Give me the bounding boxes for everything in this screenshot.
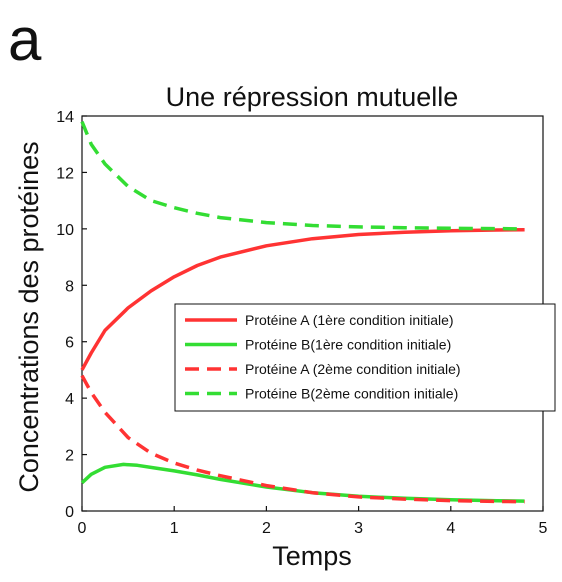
x-tick-label: 3 bbox=[354, 520, 363, 537]
y-tick-label: 0 bbox=[65, 504, 74, 521]
x-axis-label: Temps bbox=[272, 541, 352, 571]
series-line-2 bbox=[80, 462, 525, 503]
series-line-1 bbox=[80, 227, 525, 371]
legend-label-4: Protéine B(2ème condition initiale) bbox=[245, 386, 458, 402]
x-tick-label: 4 bbox=[446, 520, 455, 537]
y-axis-label: Concentrations des protéines bbox=[14, 141, 44, 492]
y-tick-label: 2 bbox=[65, 448, 74, 465]
series-line-3 bbox=[80, 374, 525, 504]
x-tick-label: 5 bbox=[539, 520, 548, 537]
y-tick-label: 4 bbox=[65, 391, 74, 408]
legend: Protéine A (1ère condition initiale) Prot… bbox=[174, 303, 556, 412]
series-line-4 bbox=[80, 120, 525, 231]
legend-label-1: Protéine A (1ère condition initiale) bbox=[245, 312, 454, 328]
y-tick-label: 8 bbox=[65, 278, 74, 295]
panel-label: a bbox=[8, 6, 42, 73]
y-tick-label: 10 bbox=[56, 222, 74, 239]
chart-title: Une répression mutuelle bbox=[166, 82, 459, 112]
x-tick-label: 2 bbox=[262, 520, 271, 537]
legend-box bbox=[174, 303, 556, 412]
x-tick-label: 0 bbox=[78, 520, 87, 537]
y-tick-label: 6 bbox=[65, 335, 74, 352]
x-tick-label: 1 bbox=[170, 520, 179, 537]
legend-label-2: Protéine B(1ère condition initiale) bbox=[245, 337, 451, 353]
y-tick-label: 14 bbox=[56, 109, 74, 126]
legend-label-3: Protéine A (2ème condition initiale) bbox=[245, 361, 461, 377]
y-tick-label: 12 bbox=[56, 165, 74, 182]
